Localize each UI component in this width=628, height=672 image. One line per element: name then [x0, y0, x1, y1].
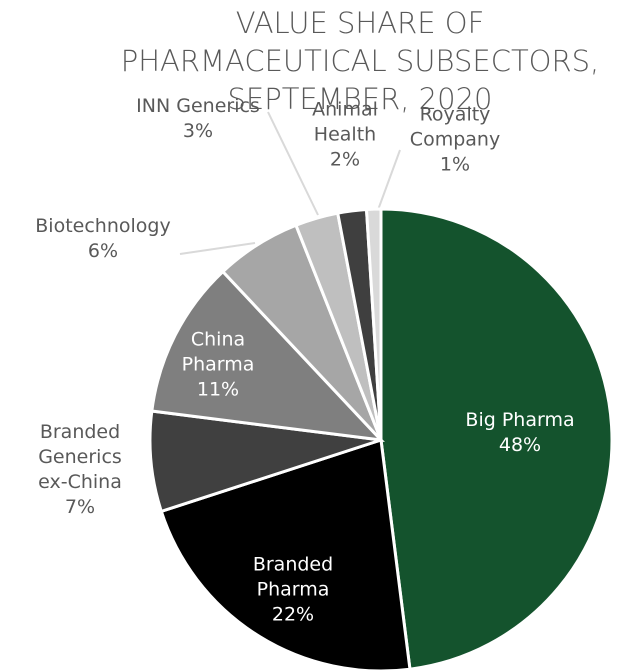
pie-slice — [159, 438, 412, 672]
slice-label: INN Generics 3% — [118, 94, 278, 144]
pie-slice — [379, 207, 614, 671]
value-label: 1% — [439, 153, 471, 176]
category-label: Royalty Company — [409, 103, 501, 151]
leader-line — [377, 149, 401, 211]
value-label: 2% — [329, 148, 361, 171]
slice-label: China Pharma 11% — [173, 328, 263, 403]
category-label: Branded Pharma — [252, 553, 334, 601]
value-label: 6% — [87, 240, 119, 262]
category-label: INN Generics — [136, 95, 260, 117]
value-label: 11% — [196, 378, 240, 401]
slice-label: Biotechnology 6% — [3, 214, 203, 264]
chart-title: VALUE SHARE OF PHARMACEUTICAL SUBSECTORS… — [120, 6, 600, 116]
pie-slice — [150, 269, 385, 443]
value-label: 3% — [182, 120, 214, 142]
pie-slice — [364, 207, 383, 441]
slice-label: Royalty Company 1% — [400, 103, 510, 178]
pie-slice — [148, 409, 382, 514]
category-label: Big Pharma — [465, 409, 575, 431]
slice-label: Branded Generics ex-China 7% — [21, 420, 139, 520]
slice-label: Animal Health 2% — [300, 98, 390, 173]
category-label: Branded Generics ex-China — [38, 421, 122, 493]
slice-label: Branded Pharma 22% — [243, 553, 343, 628]
category-label: Biotechnology — [35, 215, 171, 237]
category-label: Animal Health — [312, 98, 378, 146]
slice-label: Big Pharma 48% — [420, 408, 620, 458]
category-label: China Pharma — [181, 328, 255, 376]
leader-line — [267, 111, 319, 216]
leader-line — [179, 242, 256, 255]
value-label: 48% — [498, 434, 542, 456]
value-label: 22% — [271, 603, 315, 626]
value-label: 7% — [64, 496, 96, 518]
